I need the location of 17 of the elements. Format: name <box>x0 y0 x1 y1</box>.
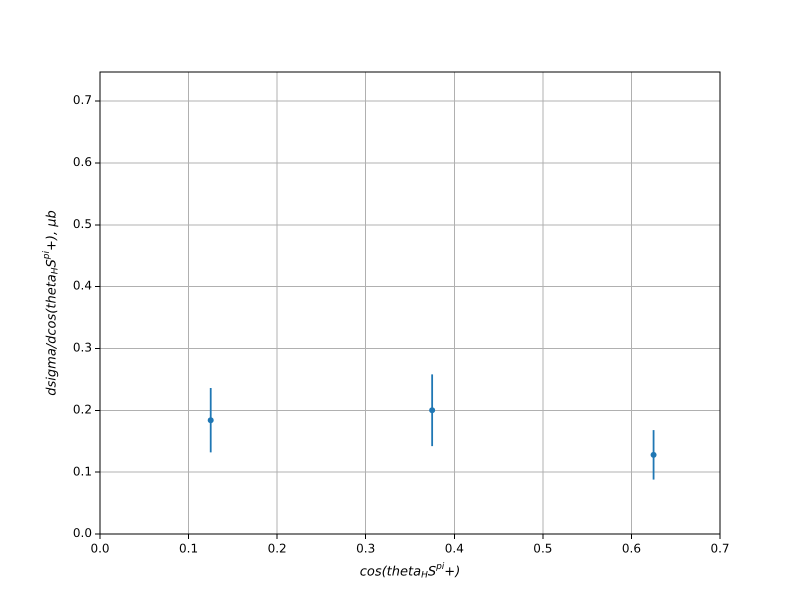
x-tick-label: 0.1 <box>179 541 198 556</box>
y-tick-label: 0.7 <box>72 93 92 108</box>
y-tick-label: 0.1 <box>72 464 92 478</box>
x-tick-label: 0.6 <box>622 541 641 556</box>
x-tick-label: 0.0 <box>90 541 110 556</box>
y-axis-title: dsigma/dcos(thetaHSpi+), μb <box>42 210 61 396</box>
y-tick-label: 0.6 <box>72 155 92 170</box>
x-tick-label: 0.2 <box>268 541 287 556</box>
x-tick-label: 0.4 <box>444 541 464 556</box>
x-tick-label: 0.5 <box>533 541 552 556</box>
y-tick-label: 0.3 <box>72 340 92 355</box>
y-tick-label: 0.4 <box>72 278 92 293</box>
y-tick-label: 0.2 <box>72 402 92 416</box>
y-tick-label: 0.5 <box>72 216 92 231</box>
y-tick-label: 0.0 <box>72 526 92 540</box>
x-tick-label: 0.7 <box>710 541 730 556</box>
x-tick-label: 0.3 <box>356 541 376 556</box>
